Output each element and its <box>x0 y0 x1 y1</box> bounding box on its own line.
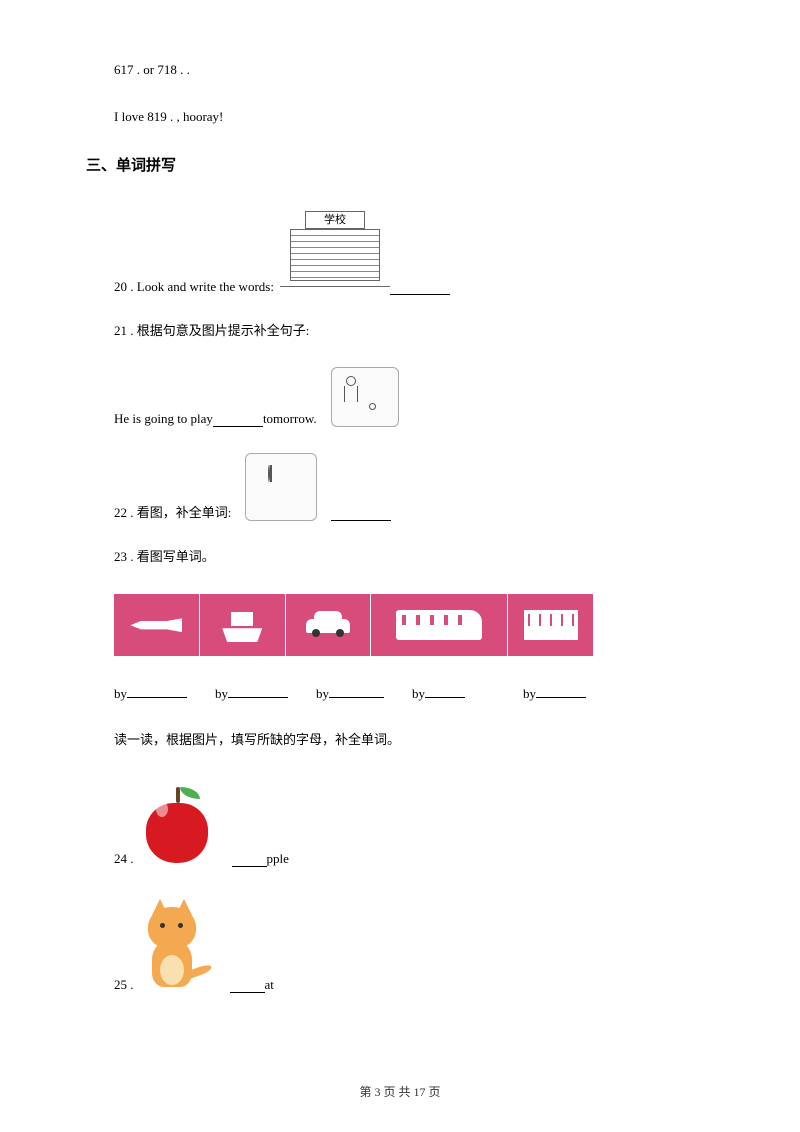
blank-input[interactable] <box>536 684 586 698</box>
question-22: 22 . 看图，补全单词: <box>114 453 704 521</box>
question-24: 24 . pple <box>114 777 704 867</box>
blank-input[interactable] <box>127 684 187 698</box>
blank-input[interactable] <box>230 979 265 993</box>
car-image <box>286 594 371 656</box>
football-image <box>331 367 399 427</box>
by-item-4: by <box>412 684 465 702</box>
vehicles-image-strip <box>114 594 594 656</box>
blank-input[interactable] <box>213 413 263 427</box>
by-item-3: by <box>316 684 384 702</box>
q25-suffix: at <box>265 977 274 993</box>
question-23: 23 . 看图写单词。 <box>114 547 704 568</box>
section-header-3: 三、单词拼写 <box>86 154 704 175</box>
blank-input[interactable] <box>331 507 391 521</box>
firefighter-image <box>245 453 317 521</box>
blank-input[interactable] <box>228 684 288 698</box>
q21-sentence: He is going to play tomorrow. <box>114 367 704 427</box>
blank-input[interactable] <box>232 853 267 867</box>
q24-suffix: pple <box>267 851 289 867</box>
blank-input[interactable] <box>390 281 450 295</box>
text-line-1: 617 . or 718 . . <box>114 60 704 81</box>
blank-input[interactable] <box>425 684 465 698</box>
plane-image <box>114 594 199 656</box>
ship-image <box>200 594 285 656</box>
by-item-1: by <box>114 684 187 702</box>
q21-pre: He is going to play <box>114 411 213 427</box>
question-21: 21 . 根据句意及图片提示补全句子: <box>114 321 704 342</box>
q25-num: 25 . <box>114 977 134 993</box>
by-row: by by by by by <box>114 684 704 702</box>
question-20: 20 . Look and write the words: 学校 <box>96 203 704 295</box>
school-label: 学校 <box>305 211 365 229</box>
q21-post: tomorrow. <box>263 411 317 427</box>
bus-image <box>508 594 593 656</box>
read-instruction: 读一读，根据图片，填写所缺的字母，补全单词。 <box>114 730 704 751</box>
q24-num: 24 . <box>114 851 134 867</box>
cat-image <box>134 893 220 993</box>
q22-text: 22 . 看图，补全单词: <box>114 502 231 521</box>
page-footer: 第 3 页 共 17 页 <box>0 1083 800 1100</box>
blank-input[interactable] <box>329 684 384 698</box>
by-item-5: by <box>523 684 586 702</box>
school-image: 学校 <box>280 203 390 293</box>
by-item-2: by <box>215 684 288 702</box>
apple-image <box>134 777 222 867</box>
q20-text: 20 . Look and write the words: <box>114 279 274 295</box>
text-line-2: I love 819 . , hooray! <box>114 107 704 128</box>
train-image <box>371 594 507 656</box>
question-25: 25 . at <box>114 893 704 993</box>
